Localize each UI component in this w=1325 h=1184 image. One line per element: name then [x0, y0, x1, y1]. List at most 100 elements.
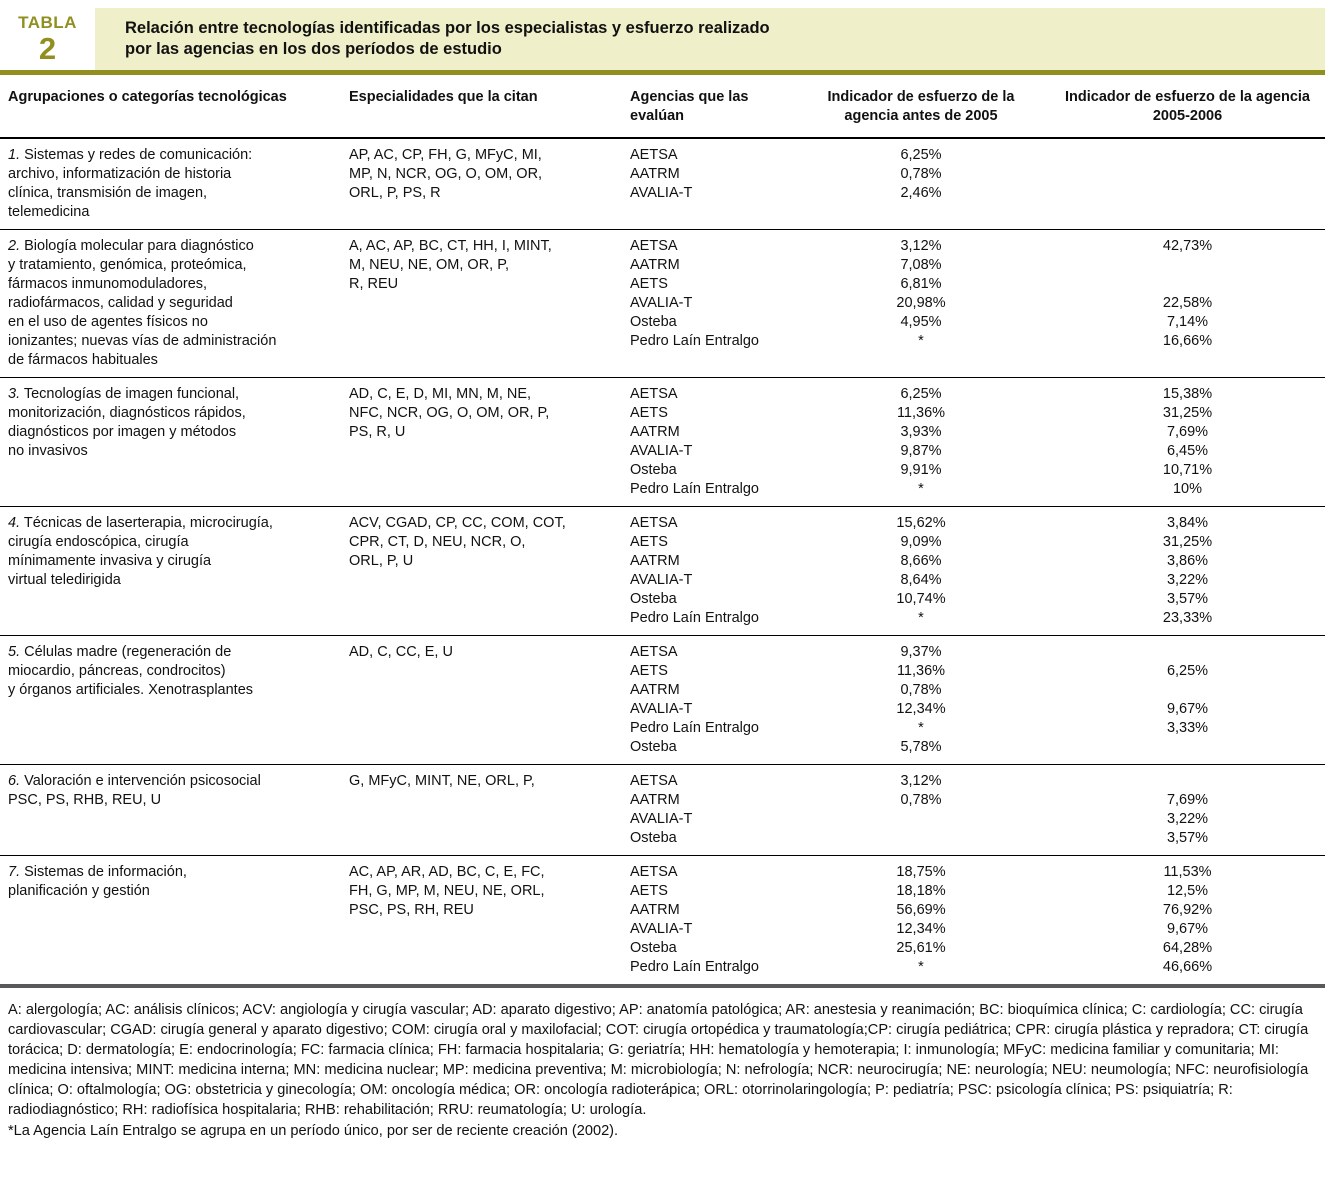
table-row: 7. Sistemas de información, planificació… [0, 856, 1325, 984]
category-text: Células madre (regeneración de miocardio… [8, 644, 254, 698]
agency-name: AVALIA-T [630, 295, 693, 311]
effort-before-2005-cell: 15,62% 9,09% 8,66% 8,64% 10,74% * [792, 514, 1050, 628]
category-text: Sistemas y redes de comunicación: archiv… [8, 147, 253, 220]
column-header-row: Agrupaciones o categorías tecnológicas E… [0, 75, 1325, 139]
effort-2005-2006: 31,25% [1162, 534, 1213, 550]
effort-2005-2006 [1050, 681, 1325, 700]
effort-2005-2006 [1050, 256, 1325, 275]
title-banner: Relación entre tecnologías identificadas… [95, 8, 1325, 70]
effort-2005-2006 [1050, 275, 1325, 294]
table-row: 2. Biología molecular para diagnóstico y… [0, 230, 1325, 378]
effort-before-2005: 9,09% [900, 534, 942, 550]
agency-name-cell: AETSA AATRM AVALIA-T [622, 146, 792, 222]
effort-2005-2006: 31,25% [1162, 405, 1213, 421]
effort-before-2005: 18,18% [896, 883, 946, 899]
effort-before-2005 [792, 829, 1050, 848]
agency-name-cell: AETSA AETS AATRM AVALIA-T Osteba Pedro Laín E… [622, 385, 792, 499]
effort-before-2005 [792, 810, 1050, 829]
effort-before-2005: 6,81% [900, 276, 942, 292]
agency-name: AVALIA-T [630, 443, 693, 459]
asterisk-note: *La Agencia Laín Entralgo se agrupa en u… [8, 1123, 619, 1139]
effort-before-2005: 3,12% [900, 773, 942, 789]
category-number: 3. [8, 386, 21, 402]
col-header-esfuerzo-2005-2006: Indicador de esfuerzo de la agencia 2005… [1065, 89, 1310, 124]
effort-2005-2006-cell: 3,84% 31,25% 3,86% 3,22% 3,57% 23,33% [1050, 514, 1325, 628]
category-number: 7. [8, 864, 21, 880]
effort-2005-2006: 76,92% [1162, 902, 1213, 918]
effort-before-2005-cell: 6,25% 11,36% 3,93% 9,87% 9,91% * [792, 385, 1050, 499]
agency-name: Osteba [630, 591, 677, 607]
agency-name: AVALIA-T [630, 921, 693, 937]
col-header-agencias: Agencias que las evalúan [630, 89, 749, 124]
effort-2005-2006: 6,45% [1166, 443, 1209, 459]
agency-name: AETSA [630, 238, 678, 254]
effort-before-2005: 10,74% [896, 591, 946, 607]
agency-name: AATRM [630, 682, 680, 698]
agency-name: AATRM [630, 902, 680, 918]
effort-before-2005: * [918, 610, 924, 626]
effort-2005-2006-cell: 11,53% 12,5% 76,92% 9,67% 64,28% 46,66% [1050, 863, 1325, 977]
effort-2005-2006: 3,86% [1166, 553, 1209, 569]
category-cell: 7. Sistemas de información, planificació… [0, 863, 341, 977]
col-header-especialidades: Especialidades que la citan [349, 89, 538, 105]
agency-name: AVALIA-T [630, 701, 693, 717]
effort-2005-2006-cell: 6,25% 9,67% 3,33% [1050, 643, 1325, 757]
agency-name: AATRM [630, 257, 680, 273]
agency-name: AETSA [630, 864, 678, 880]
effort-2005-2006 [1050, 643, 1325, 662]
effort-before-2005: * [918, 959, 924, 975]
effort-2005-2006: 9,67% [1166, 701, 1209, 717]
agency-name: AATRM [630, 166, 680, 182]
effort-2005-2006 [1050, 772, 1325, 791]
specialties-cell: G, MFyC, MINT, NE, ORL, P, [349, 773, 535, 789]
agency-name: AETS [630, 276, 668, 292]
effort-2005-2006: 3,22% [1166, 572, 1209, 588]
abbreviations-note: A: alergología; AC: análisis clínicos; A… [8, 1002, 1309, 1118]
table-row: 3. Tecnologías de imagen funcional, moni… [0, 378, 1325, 507]
effort-2005-2006: 3,57% [1166, 591, 1209, 607]
table-header: TABLA 2 Relación entre tecnologías ident… [0, 8, 1325, 70]
table-label-number: 2 [38, 31, 57, 66]
agency-name-cell: AETSA AETS AATRM AVALIA-T Pedro Laín Entralg… [622, 643, 792, 757]
category-number: 4. [8, 515, 21, 531]
agency-name: AETS [630, 534, 668, 550]
effort-before-2005: 3,12% [900, 238, 942, 254]
agency-name: AVALIA-T [630, 572, 693, 588]
effort-2005-2006 [1050, 146, 1325, 165]
category-cell: 5. Células madre (regeneración de miocar… [0, 643, 341, 757]
effort-before-2005: 12,34% [896, 921, 946, 937]
table-label: TABLA 2 [0, 8, 95, 70]
specialties-cell: AC, AP, AR, AD, BC, C, E, FC, FH, G, MP,… [349, 864, 545, 918]
olive-divider [0, 70, 1325, 75]
effort-2005-2006-cell: 42,73% 22,58% 7,14% 16,66% [1050, 237, 1325, 370]
category-text: Sistemas de información, planificación y… [8, 864, 187, 899]
effort-before-2005-cell: 9,37% 11,36% 0,78% 12,34% * 5,78% [792, 643, 1050, 757]
effort-2005-2006: 6,25% [1166, 663, 1209, 679]
effort-2005-2006: 3,57% [1166, 830, 1209, 846]
agency-name: AATRM [630, 424, 680, 440]
col-header-agrupaciones: Agrupaciones o categorías tecnológicas [8, 89, 287, 105]
agency-name: Osteba [630, 739, 677, 755]
table-row: 5. Células madre (regeneración de miocar… [0, 636, 1325, 765]
effort-2005-2006 [1050, 738, 1325, 757]
effort-2005-2006: 22,58% [1162, 295, 1213, 311]
table-row: 4. Técnicas de laserterapia, microcirugí… [0, 507, 1325, 636]
category-text: Valoración e intervención psicosocial PS… [8, 773, 261, 808]
effort-2005-2006-cell [1050, 146, 1325, 222]
agency-name: AATRM [630, 792, 680, 808]
category-cell: 4. Técnicas de laserterapia, microcirugí… [0, 514, 341, 628]
effort-before-2005: 9,37% [900, 644, 942, 660]
table-title: Relación entre tecnologías identificadas… [125, 19, 770, 58]
table-row: 6. Valoración e intervención psicosocial… [0, 765, 1325, 856]
agency-name: Pedro Laín Entralgo [630, 959, 759, 975]
effort-before-2005: * [918, 720, 924, 736]
effort-before-2005-cell: 3,12% 7,08% 6,81% 20,98% 4,95% * [792, 237, 1050, 370]
effort-before-2005: 0,78% [900, 792, 942, 808]
effort-2005-2006-cell: 15,38% 31,25% 7,69% 6,45% 10,71% 10% [1050, 385, 1325, 499]
footnotes: A: alergología; AC: análisis clínicos; A… [0, 988, 1325, 1141]
table-body: 1. Sistemas y redes de comunicación: arc… [0, 139, 1325, 984]
effort-2005-2006: 23,33% [1162, 610, 1213, 626]
effort-before-2005: 20,98% [896, 295, 946, 311]
effort-2005-2006: 9,67% [1166, 921, 1209, 937]
effort-before-2005: 8,64% [900, 572, 942, 588]
